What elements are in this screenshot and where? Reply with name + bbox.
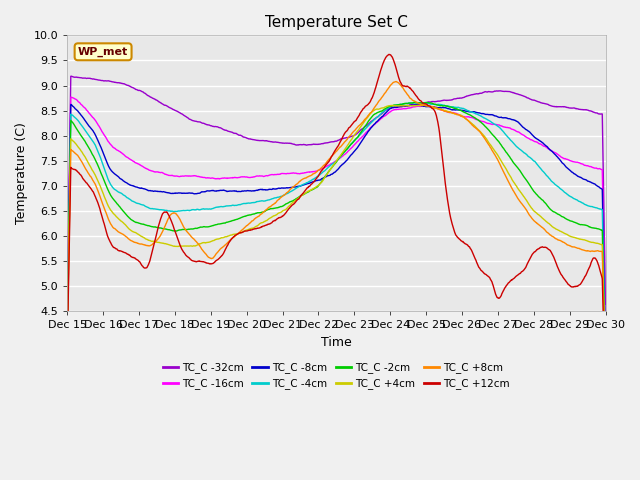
TC_C -16cm xyxy=(63,314,71,320)
TC_C -16cm xyxy=(370,122,378,128)
TC_C -16cm xyxy=(313,168,321,174)
TC_C -16cm xyxy=(67,94,75,100)
TC_C -4cm xyxy=(63,322,71,328)
TC_C +12cm xyxy=(312,176,320,181)
Line: TC_C -2cm: TC_C -2cm xyxy=(67,102,605,369)
TC_C -16cm xyxy=(127,157,135,163)
TC_C -4cm xyxy=(602,355,609,360)
TC_C +12cm xyxy=(127,253,134,259)
TC_C -2cm xyxy=(312,185,320,191)
TC_C -2cm xyxy=(303,190,310,195)
TC_C +12cm xyxy=(602,396,609,402)
TC_C -4cm xyxy=(292,186,300,192)
TC_C -4cm xyxy=(303,180,310,186)
TC_C -8cm xyxy=(63,317,71,323)
TC_C -4cm xyxy=(312,174,320,180)
TC_C +12cm xyxy=(370,92,378,97)
TC_C -8cm xyxy=(313,178,321,183)
TC_C -32cm xyxy=(292,142,300,148)
TC_C -32cm xyxy=(67,73,75,79)
TC_C +4cm xyxy=(127,228,134,233)
TC_C -8cm xyxy=(106,165,113,170)
TC_C +8cm xyxy=(292,182,300,188)
X-axis label: Time: Time xyxy=(321,336,352,349)
TC_C +4cm xyxy=(303,189,310,195)
TC_C +4cm xyxy=(63,335,71,340)
TC_C +12cm xyxy=(63,349,71,355)
TC_C -32cm xyxy=(370,117,378,122)
TC_C -8cm xyxy=(602,344,609,349)
Line: TC_C -8cm: TC_C -8cm xyxy=(67,105,605,347)
TC_C -2cm xyxy=(105,189,113,194)
TC_C -32cm xyxy=(313,142,321,147)
TC_C -4cm xyxy=(370,118,378,123)
Line: TC_C -32cm: TC_C -32cm xyxy=(67,76,605,306)
TC_C -16cm xyxy=(292,170,300,176)
Title: Temperature Set C: Temperature Set C xyxy=(265,15,408,30)
Text: WP_met: WP_met xyxy=(78,47,128,57)
TC_C +8cm xyxy=(602,377,609,383)
TC_C -4cm xyxy=(105,178,113,184)
Line: TC_C +12cm: TC_C +12cm xyxy=(67,54,605,399)
TC_C +8cm xyxy=(312,169,320,175)
TC_C -16cm xyxy=(106,140,113,145)
TC_C -2cm xyxy=(411,99,419,105)
TC_C -2cm xyxy=(602,366,609,372)
TC_C +12cm xyxy=(385,51,393,57)
TC_C +4cm xyxy=(312,184,320,190)
TC_C -2cm xyxy=(63,325,71,331)
TC_C -2cm xyxy=(127,216,134,222)
TC_C +8cm xyxy=(303,175,310,180)
Line: TC_C +8cm: TC_C +8cm xyxy=(67,82,605,380)
TC_C -32cm xyxy=(127,84,135,90)
TC_C +4cm xyxy=(105,204,113,210)
TC_C -2cm xyxy=(370,112,378,118)
TC_C +4cm xyxy=(370,108,378,114)
TC_C -8cm xyxy=(303,181,311,187)
Y-axis label: Temperature (C): Temperature (C) xyxy=(15,122,28,224)
TC_C -32cm xyxy=(303,142,311,148)
TC_C +8cm xyxy=(392,79,400,84)
TC_C -2cm xyxy=(292,196,300,202)
TC_C +4cm xyxy=(602,374,609,380)
TC_C +12cm xyxy=(303,185,310,191)
TC_C +8cm xyxy=(127,238,134,243)
TC_C +8cm xyxy=(63,339,71,345)
TC_C +12cm xyxy=(105,236,113,242)
Legend: TC_C -32cm, TC_C -16cm, TC_C -8cm, TC_C -4cm, TC_C -2cm, TC_C +4cm, TC_C +8cm, T: TC_C -32cm, TC_C -16cm, TC_C -8cm, TC_C … xyxy=(158,358,515,394)
TC_C -32cm xyxy=(106,78,113,84)
TC_C +4cm xyxy=(420,102,428,108)
TC_C +8cm xyxy=(105,217,113,223)
TC_C -8cm xyxy=(127,182,135,188)
TC_C -16cm xyxy=(602,332,609,338)
TC_C -8cm xyxy=(370,122,378,128)
TC_C +12cm xyxy=(292,199,300,205)
TC_C +4cm xyxy=(292,198,300,204)
TC_C -4cm xyxy=(127,197,134,203)
TC_C -8cm xyxy=(292,184,300,190)
TC_C -32cm xyxy=(602,301,609,307)
TC_C -32cm xyxy=(63,303,71,309)
TC_C +8cm xyxy=(370,106,378,112)
Line: TC_C +4cm: TC_C +4cm xyxy=(67,105,605,377)
TC_C -4cm xyxy=(417,100,425,106)
TC_C -16cm xyxy=(303,169,311,175)
Line: TC_C -16cm: TC_C -16cm xyxy=(67,97,605,335)
TC_C -8cm xyxy=(67,102,75,108)
Line: TC_C -4cm: TC_C -4cm xyxy=(67,103,605,358)
